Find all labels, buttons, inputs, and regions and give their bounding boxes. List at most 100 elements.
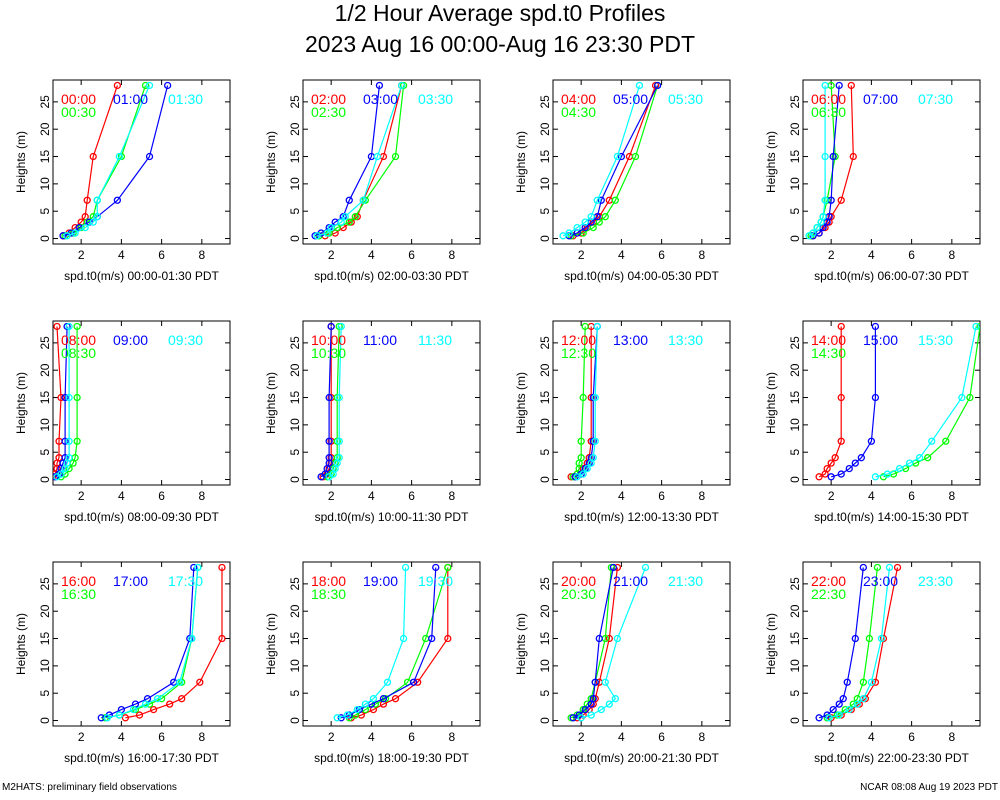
x-tick-label: 8 (448, 489, 455, 503)
data-point (837, 322, 845, 331)
y-tick-label: 15 (538, 632, 552, 646)
plot-frame (552, 320, 731, 486)
plot-frame (52, 320, 231, 486)
series-line-1600 (125, 567, 223, 719)
legend-label: 02:30 (311, 104, 346, 120)
data-point (432, 563, 440, 572)
plot-frame (802, 79, 981, 245)
data-point (65, 322, 73, 331)
data-point (375, 81, 384, 90)
data-point (589, 695, 597, 703)
data-point (823, 464, 831, 473)
legend-label: 08:00 (61, 332, 96, 348)
profile-panel: 2 4 6 8 0 5 10 15 20 25 Heights (m) spd.t0(m/s) 16:… (14, 561, 231, 765)
legend-label: 05:00 (613, 91, 648, 107)
y-tick-label: 10 (288, 177, 302, 191)
legend-label: 22:00 (811, 573, 846, 589)
y-tick-label: 5 (288, 449, 302, 456)
data-point (809, 229, 817, 237)
profile-panel: 2 4 6 8 0 5 10 15 20 25 Heights (m) spd.t0(m/s) 18:… (264, 561, 481, 765)
data-point (827, 459, 835, 467)
data-point (327, 322, 335, 331)
data-point (83, 196, 91, 204)
x-tick-label: 2 (78, 489, 85, 503)
y-tick-label: 5 (788, 449, 802, 456)
x-axis-label: spd.t0(m/s) 00:00-01:30 PDT (64, 269, 219, 283)
x-tick-label: 8 (198, 248, 205, 262)
data-point (103, 714, 111, 722)
y-axis-label: Heights (m) (514, 372, 528, 434)
plot-frame (802, 561, 981, 727)
data-point (837, 437, 845, 445)
data-point (587, 711, 595, 719)
series-group (815, 563, 902, 722)
x-tick-label: 4 (118, 248, 125, 262)
y-tick-label: 5 (538, 208, 552, 215)
data-point (865, 634, 874, 643)
footer-note: M2HATS: preliminary field observations (2, 782, 177, 793)
x-tick-label: 2 (578, 730, 585, 744)
data-point (827, 473, 835, 481)
x-tick-label: 4 (118, 730, 125, 744)
legend-label: 13:00 (613, 332, 648, 348)
series-line-1800 (351, 567, 449, 719)
data-point (583, 464, 591, 473)
data-point (345, 218, 353, 226)
x-tick-label: 2 (828, 489, 835, 503)
data-point (409, 678, 418, 686)
x-tick-label: 8 (198, 489, 205, 503)
y-axis-label: Heights (m) (514, 613, 528, 675)
series-line-1500 (831, 326, 877, 478)
data-point (591, 678, 599, 686)
y-tick-label: 25 (788, 336, 802, 350)
data-point (325, 437, 333, 445)
legend-label: 21:30 (668, 573, 703, 589)
data-point (413, 678, 422, 686)
data-point (905, 459, 914, 467)
y-tick-label: 5 (38, 208, 52, 215)
data-point (966, 393, 974, 402)
data-point (65, 393, 73, 402)
legend-label: 20:00 (561, 573, 596, 589)
legend-label: 04:00 (561, 91, 596, 107)
data-point (577, 454, 585, 462)
y-tick-label: 15 (288, 391, 302, 405)
data-point (379, 695, 388, 703)
plot-frame (302, 320, 481, 486)
series-line-1430 (883, 326, 980, 478)
plot-frame (52, 79, 231, 245)
y-tick-label: 0 (38, 476, 52, 483)
data-point (871, 473, 880, 481)
legend-label: 15:30 (918, 332, 953, 348)
y-tick-label: 25 (288, 577, 302, 591)
data-point (611, 695, 620, 703)
x-tick-label: 8 (948, 489, 955, 503)
y-tick-label: 25 (788, 577, 802, 591)
data-point (635, 81, 644, 90)
y-tick-label: 20 (38, 122, 52, 136)
data-point (595, 634, 603, 643)
data-point (121, 714, 130, 722)
data-point (653, 81, 662, 90)
x-axis-label: spd.t0(m/s) 14:00-15:30 PDT (814, 510, 969, 524)
legend-label: 21:00 (613, 573, 648, 589)
data-point (335, 437, 343, 445)
data-point (591, 437, 599, 445)
y-tick-label: 0 (538, 476, 552, 483)
data-point (601, 213, 609, 221)
x-tick-label: 8 (698, 730, 705, 744)
y-tick-label: 0 (538, 717, 552, 724)
x-axis-label: spd.t0(m/s) 20:00-21:30 PDT (564, 751, 719, 765)
data-point (73, 437, 81, 445)
data-point (609, 563, 617, 572)
data-point (373, 152, 382, 161)
x-tick-label: 2 (328, 248, 335, 262)
data-point (958, 393, 966, 402)
data-point (871, 678, 880, 686)
data-point (428, 634, 436, 643)
data-point (115, 711, 124, 719)
data-point (444, 563, 452, 572)
data-point (581, 705, 589, 714)
x-tick-label: 8 (948, 730, 955, 744)
data-point (613, 152, 622, 161)
